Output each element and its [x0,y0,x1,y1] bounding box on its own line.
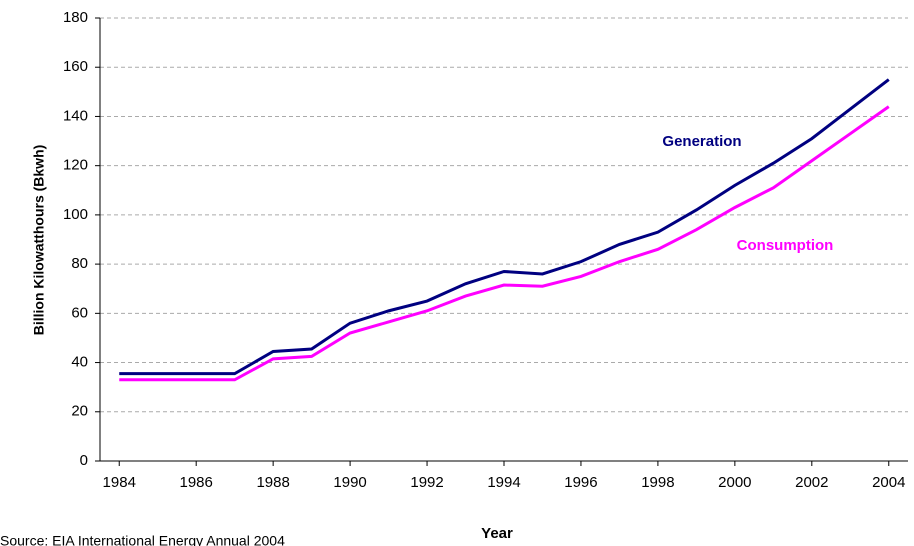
x-tick-label: 1992 [410,474,443,491]
x-tick-label: 2004 [872,474,905,491]
x-tick-label: 2002 [795,474,828,491]
y-tick-label: 80 [71,255,88,272]
y-axis-label: Billion Kilowatthours (Bkwh) [31,145,47,336]
x-tick-label: 1986 [180,474,213,491]
x-tick-label: 1998 [641,474,674,491]
x-tick-label: 1990 [333,474,366,491]
y-tick-label: 100 [63,206,88,223]
line-series [119,105,890,382]
y-tick-label: 180 [63,9,88,26]
y-tick-label: 160 [63,58,88,75]
series-label: Generation [662,133,741,150]
x-tick-label: 1988 [256,474,289,491]
x-axis-label: Year [481,525,513,542]
y-tick-label: 120 [63,157,88,174]
x-tick-label: 1994 [487,474,520,491]
source-note: Source: EIA International Energy Annual … [0,533,285,546]
x-tick-label: 2000 [718,474,751,491]
line-series [119,78,890,376]
x-tick-label: 1996 [564,474,597,491]
y-tick-label: 40 [71,354,88,371]
y-tick-label: 20 [71,403,88,420]
y-tick-label: 60 [71,304,88,321]
x-tick-label: 1984 [103,474,136,491]
series-label: Consumption [737,237,834,254]
y-tick-label: 0 [80,452,88,469]
y-tick-label: 140 [63,107,88,124]
